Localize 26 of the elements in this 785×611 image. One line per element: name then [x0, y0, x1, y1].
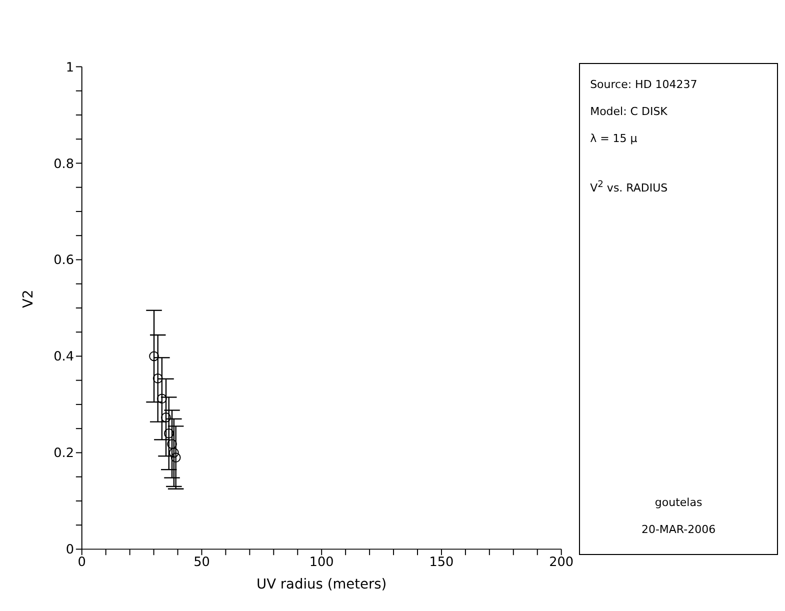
point: [167, 439, 177, 449]
point: [168, 448, 179, 458]
x-tick-label: 50: [194, 555, 210, 570]
y-tick-label: 0: [66, 542, 74, 558]
x-tick-label: 0: [78, 555, 86, 570]
y-tick-label: 0.4: [54, 350, 74, 365]
point: [161, 412, 171, 422]
point: [164, 428, 174, 438]
text: λ = 15 μ: [590, 132, 638, 145]
point: [149, 351, 159, 362]
x-tick-label: 100: [309, 555, 334, 570]
x-tick-label: 150: [429, 555, 454, 570]
point: [152, 373, 163, 384]
y-tick-label: 0.2: [54, 446, 74, 462]
text: Model: C DISK: [590, 105, 668, 118]
text: V$^{2}$ vs. RADIUS: [590, 179, 669, 195]
text: goutelas: [654, 496, 704, 509]
point: [170, 452, 181, 462]
source-note: Source: HD 104237: [590, 78, 698, 91]
y-tick-label: 0.6: [54, 253, 74, 268]
x-axis-title: UV radius (meters): [256, 576, 387, 593]
text: 20-MAR-2006: [640, 523, 717, 536]
y-tick-label: 0.8: [54, 156, 74, 172]
y-tick-label: 1: [66, 60, 74, 76]
x-tick-label: 200: [549, 555, 574, 570]
y-axis-title: V2: [20, 290, 37, 308]
